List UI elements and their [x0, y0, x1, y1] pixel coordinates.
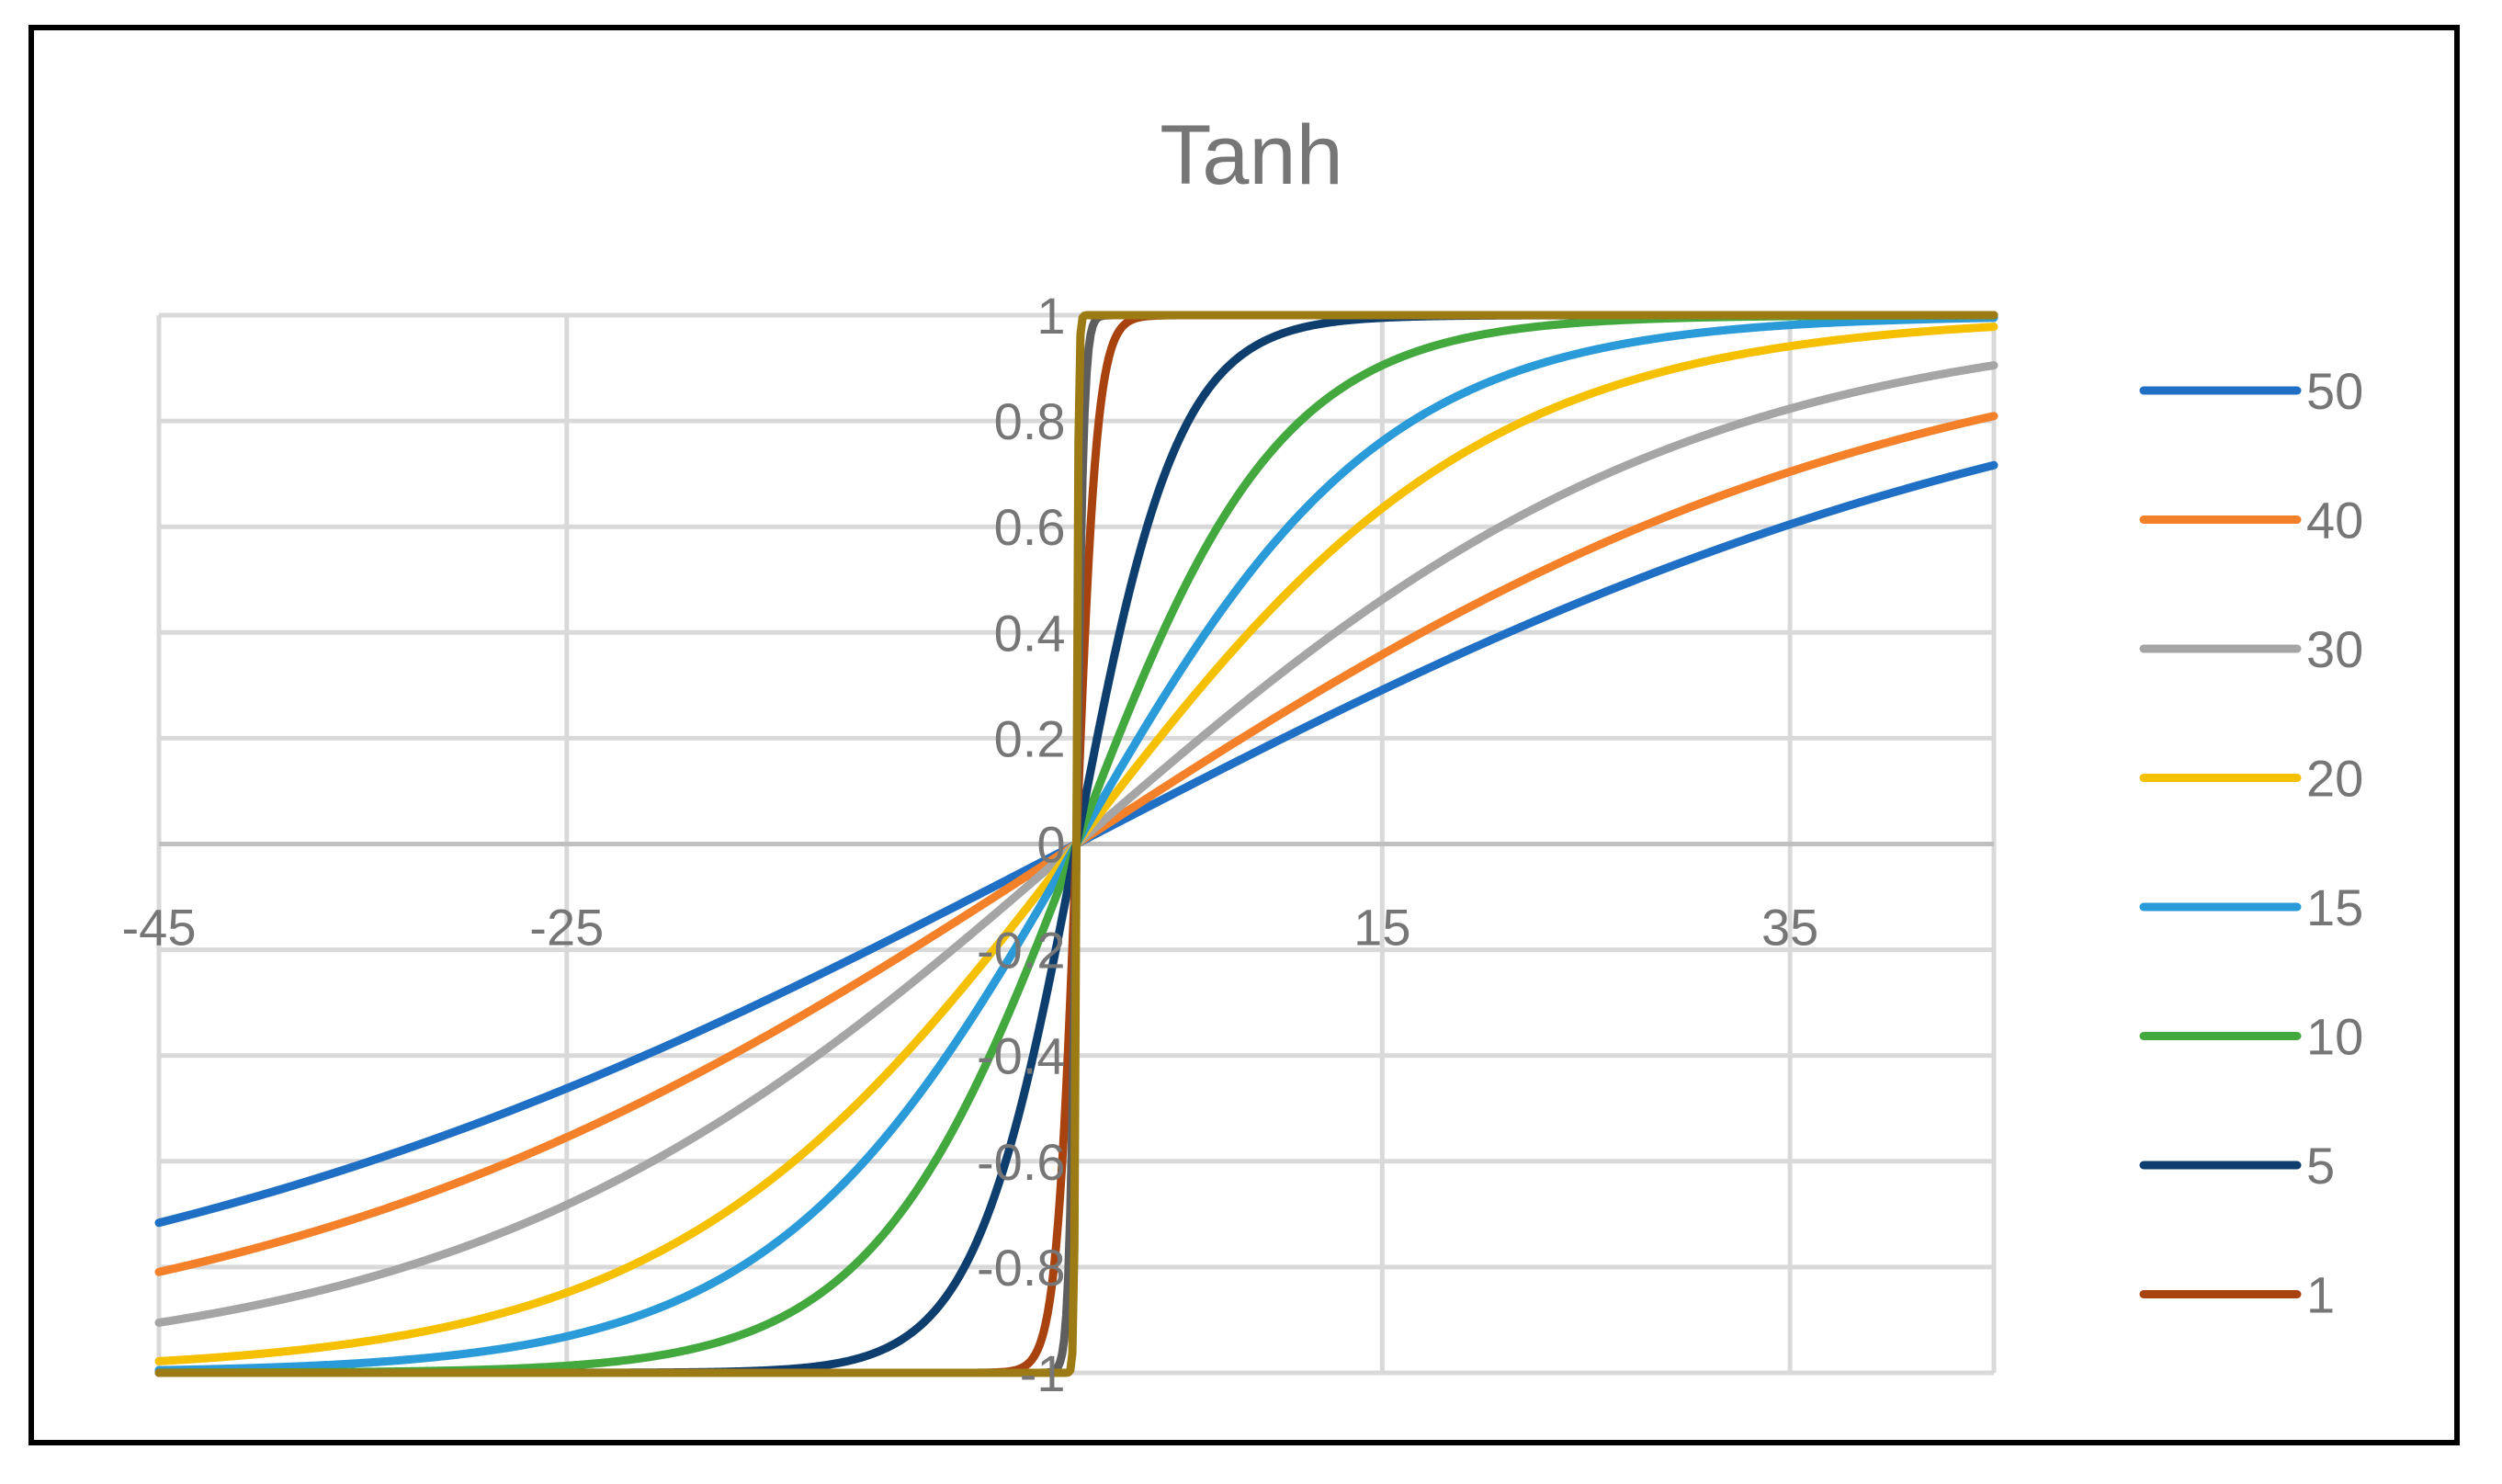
- x-tick-label: -45: [122, 899, 197, 957]
- legend-label-1: 1: [2306, 1266, 2335, 1324]
- y-tick-label: -0.8: [977, 1239, 1066, 1297]
- y-tick-label: 0: [1036, 816, 1065, 874]
- chart-title: Tanh: [1160, 108, 1343, 202]
- x-tick-label: 15: [1353, 899, 1410, 957]
- chart-legend: 50 40 30 20 15 10 5 1: [2139, 362, 2363, 1324]
- y-tick-label: 0.2: [994, 709, 1066, 767]
- y-tick-label: 0.8: [994, 392, 1066, 450]
- series-layer: [154, 311, 1998, 1377]
- legend-label-5: 5: [2306, 1137, 2335, 1195]
- y-tick-label: 0.4: [994, 604, 1066, 662]
- y-tick-label: -0.6: [977, 1133, 1066, 1191]
- legend-label-40: 40: [2306, 492, 2363, 549]
- x-tick-label: -25: [529, 899, 604, 957]
- legend-label-15: 15: [2306, 878, 2363, 936]
- y-tick-label: 1: [1036, 287, 1065, 345]
- series-line-extra-1: [154, 311, 1998, 1377]
- y-tick-label: 0.6: [994, 498, 1066, 556]
- y-tick-label: -0.2: [977, 922, 1066, 980]
- legend-label-50: 50: [2306, 362, 2363, 420]
- tick-layer: 1 0.8 0.6 0.4 0.2 0 -0.2 -0.4 -0.6 -0.8 -1 -45 -25 15…: [122, 287, 1819, 1402]
- legend-label-20: 20: [2306, 750, 2363, 808]
- y-tick-label: -1: [1020, 1344, 1066, 1402]
- legend-label-30: 30: [2306, 620, 2363, 678]
- y-tick-label: -0.4: [977, 1027, 1066, 1085]
- legend-label-10: 10: [2306, 1008, 2363, 1066]
- x-tick-label: 35: [1761, 899, 1818, 957]
